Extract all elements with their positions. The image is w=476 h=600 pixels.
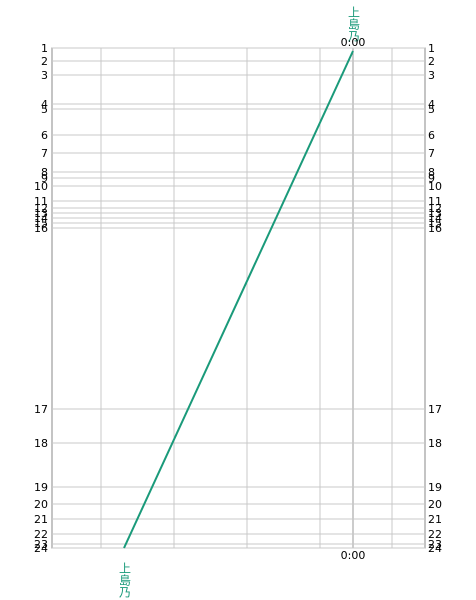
station-label-right: 18: [428, 437, 442, 450]
station-label-right: 6: [428, 129, 435, 142]
station-label-left: 8: [41, 166, 48, 179]
station-label-right: 10: [428, 180, 442, 193]
station-label-right: 22: [428, 528, 442, 541]
station-label-right: 11: [428, 195, 442, 208]
train-label-bottom: 上島乃: [118, 562, 132, 599]
station-label-left: 20: [34, 498, 48, 511]
station-label-left: 5: [41, 103, 48, 116]
station-label-right: 13: [428, 207, 442, 220]
station-label-right: 24: [428, 542, 442, 555]
station-label-left: 23: [34, 538, 48, 551]
station-label-left: 7: [41, 147, 48, 160]
station-label-left: 11: [34, 195, 48, 208]
station-label-right: 5: [428, 103, 435, 116]
station-label-right: 8: [428, 166, 435, 179]
station-label-left: 18: [34, 437, 48, 450]
station-label-right: 16: [428, 222, 442, 235]
station-label-right: 19: [428, 481, 442, 494]
station-label-left: 22: [34, 528, 48, 541]
station-label-left: 24: [34, 542, 48, 555]
station-label-right: 20: [428, 498, 442, 511]
station-label-left: 19: [34, 481, 48, 494]
station-label-left: 9: [41, 172, 48, 185]
station-label-right: 17: [428, 403, 442, 416]
train-label-top: 上島乃: [347, 6, 361, 43]
station-label-left: 14: [34, 212, 48, 225]
station-label-left: 10: [34, 180, 48, 193]
station-label-right: 2: [428, 55, 435, 68]
time-label-bottom: 0:00: [341, 549, 366, 562]
station-label-left: 3: [41, 69, 48, 82]
station-label-left: 12: [34, 202, 48, 215]
station-label-right: 12: [428, 202, 442, 215]
train-line: [123, 50, 354, 549]
station-label-left: 13: [34, 207, 48, 220]
station-label-right: 1: [428, 42, 435, 55]
station-label-left: 6: [41, 129, 48, 142]
station-label-left: 2: [41, 55, 48, 68]
station-label-right: 14: [428, 212, 442, 225]
station-label-left: 4: [41, 98, 48, 111]
station-label-left: 1: [41, 42, 48, 55]
station-label-left: 16: [34, 222, 48, 235]
station-label-left: 15: [34, 217, 48, 230]
station-label-right: 7: [428, 147, 435, 160]
time-label-top: 0:00: [341, 36, 366, 49]
station-label-right: 21: [428, 513, 442, 526]
station-label-right: 23: [428, 538, 442, 551]
station-label-right: 15: [428, 217, 442, 230]
station-label-right: 4: [428, 98, 435, 111]
station-label-right: 3: [428, 69, 435, 82]
station-label-left: 21: [34, 513, 48, 526]
station-label-right: 9: [428, 172, 435, 185]
station-label-left: 17: [34, 403, 48, 416]
